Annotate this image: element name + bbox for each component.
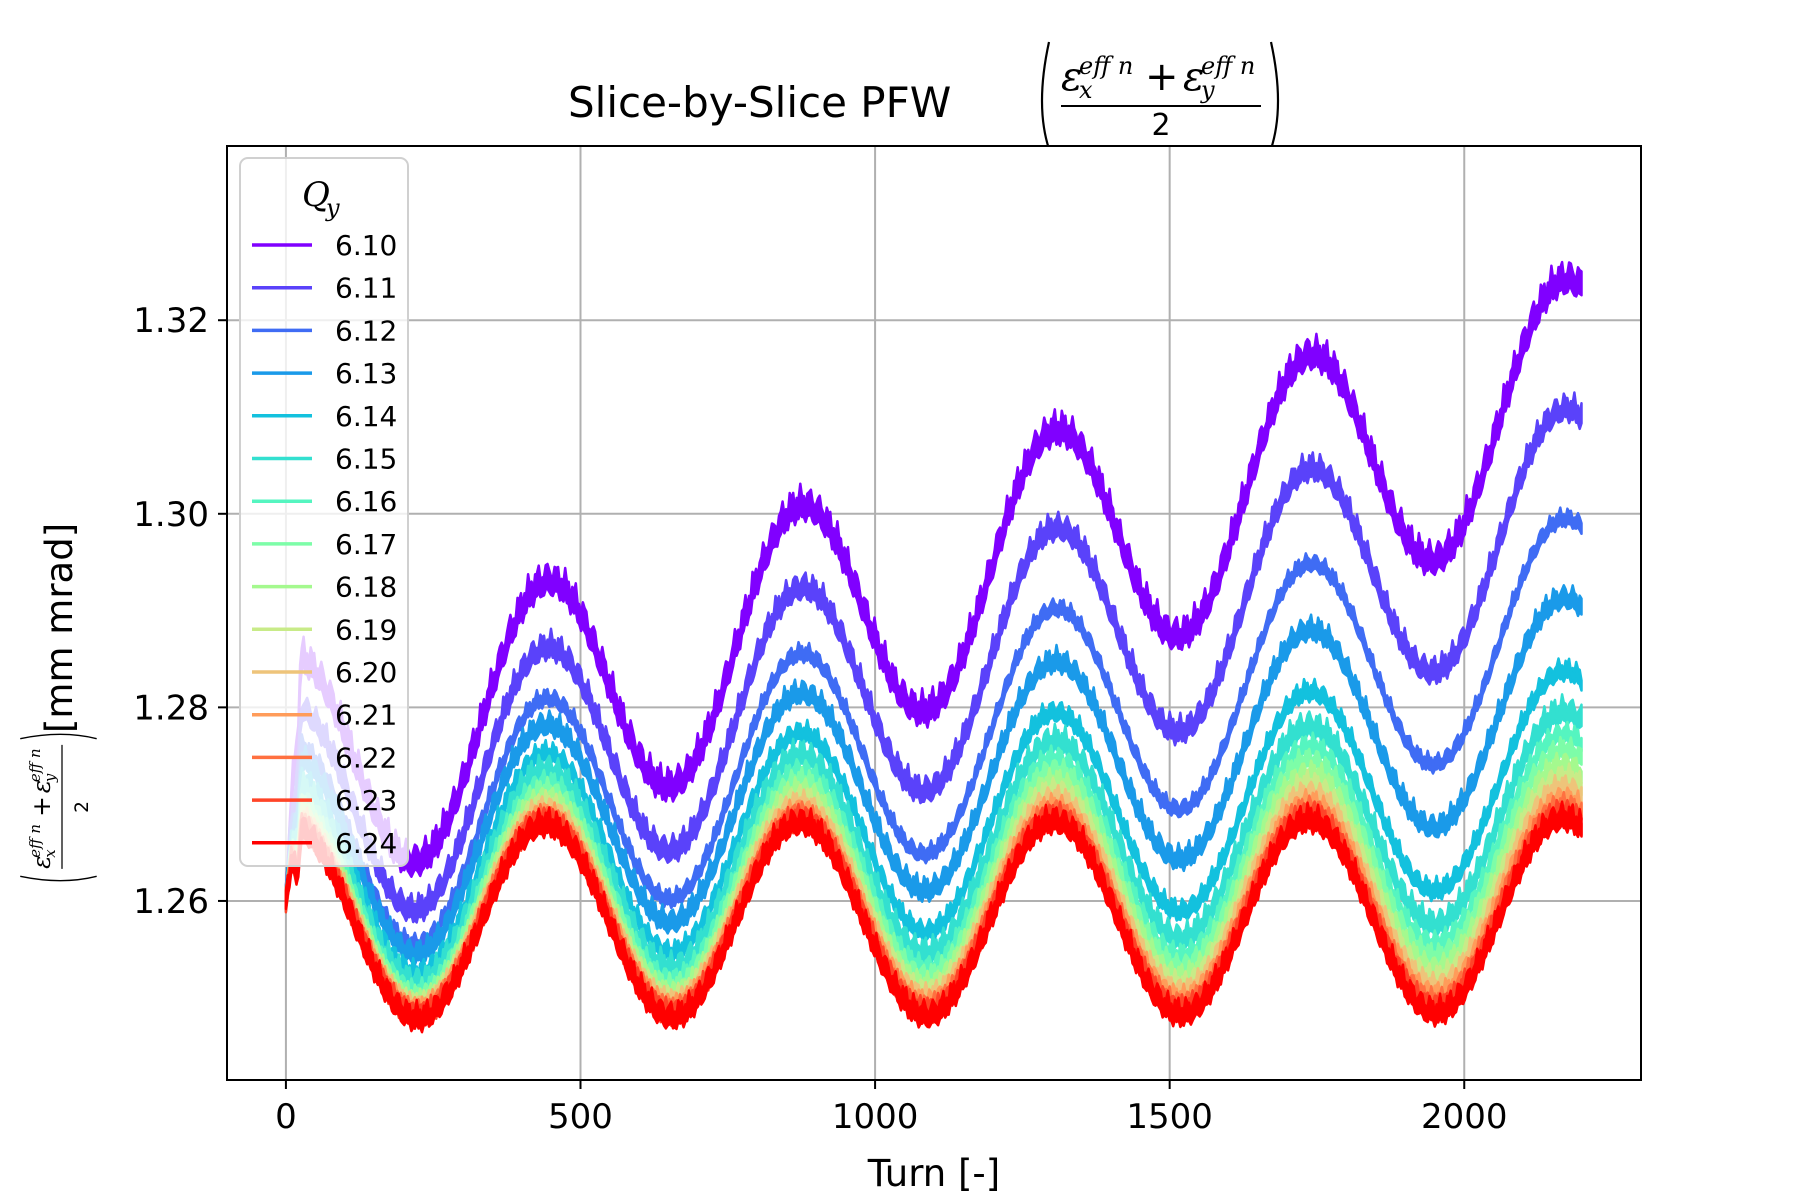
legend-item: 6.21 <box>252 699 397 732</box>
legend-item: 6.10 <box>252 229 397 262</box>
plus-sign: + <box>27 796 56 817</box>
legend-label: 6.12 <box>335 314 397 347</box>
sup-y: eff n <box>26 748 44 782</box>
epsilon-y: ε <box>1183 54 1204 100</box>
right-paren <box>20 733 97 740</box>
legend-box <box>239 157 409 867</box>
plot-frame <box>226 145 1642 1081</box>
x-tick-label: 0 <box>275 1097 297 1137</box>
x-tick-label: 2000 <box>1421 1097 1508 1137</box>
title-text: Slice-by-Slice PFW <box>568 78 951 127</box>
legend-label: 6.13 <box>335 357 397 390</box>
sub-x: x <box>41 849 59 858</box>
denominator: 2 <box>1151 108 1170 143</box>
x-axis-label: Turn [-] <box>867 1152 1000 1195</box>
legend: Qy 6.10 6.11 6.12 6.13 6.14 6.15 6.16 6.17 6.18 6.… <box>239 157 409 867</box>
legend-item: 6.20 <box>252 656 397 689</box>
y-tick-label: 1.32 <box>133 301 209 341</box>
legend-item: 6.14 <box>252 400 397 433</box>
sup-x: eff n <box>26 824 44 858</box>
legend-item: 6.11 <box>252 272 397 305</box>
series-layer <box>284 260 1583 1034</box>
series-6-12 <box>284 506 1583 954</box>
legend-title-sub: y <box>325 194 340 222</box>
series-6-11 <box>284 391 1583 924</box>
legend-label: 6.24 <box>335 827 397 860</box>
sup-x: eff n <box>1079 52 1133 80</box>
sub-y: y <box>1200 76 1215 104</box>
denominator: 2 <box>72 801 93 813</box>
y-tick-label: 1.26 <box>133 882 209 922</box>
epsilon-x: ε <box>27 856 56 869</box>
legend-label: 6.19 <box>335 613 397 646</box>
sub-x: x <box>1079 76 1093 104</box>
legend-item: 6.23 <box>252 784 397 817</box>
legend-item: 6.22 <box>252 741 397 774</box>
legend-item: 6.16 <box>252 485 397 518</box>
x-axis: 0 500 1000 1500 2000 <box>275 1080 1508 1137</box>
y-axis-unit: [mm mrad] <box>38 523 81 733</box>
sub-y: y <box>41 773 59 783</box>
legend-label: 6.10 <box>335 229 397 262</box>
epsilon-x: ε <box>1061 54 1082 100</box>
left-paren <box>1040 41 1051 150</box>
plus-sign: + <box>1145 54 1179 100</box>
series-6-10 <box>284 260 1583 911</box>
legend-label: 6.15 <box>335 443 397 476</box>
series-6-24 <box>284 800 1583 1034</box>
legend-item: 6.18 <box>252 571 397 604</box>
legend-label: 6.14 <box>335 400 397 433</box>
series-6-13 <box>284 584 1583 966</box>
legend-title: Q <box>302 175 330 215</box>
legend-label: 6.22 <box>335 741 397 774</box>
legend-item: 6.24 <box>252 827 397 860</box>
x-tick-label: 500 <box>548 1097 613 1137</box>
legend-item: 6.12 <box>252 314 397 347</box>
legend-item: 6.19 <box>252 613 397 646</box>
legend-label: 6.17 <box>335 528 397 561</box>
right-paren <box>1269 41 1280 150</box>
legend-label: 6.11 <box>335 272 397 305</box>
y-tick-label: 1.30 <box>133 495 209 535</box>
x-tick-label: 1500 <box>1126 1097 1213 1137</box>
y-tick-label: 1.28 <box>133 688 209 728</box>
legend-label: 6.20 <box>335 656 397 689</box>
legend-item: 6.15 <box>252 443 397 476</box>
x-tick-label: 1000 <box>832 1097 919 1137</box>
legend-label: 6.18 <box>335 571 397 604</box>
legend-label: 6.23 <box>335 784 397 817</box>
legend-item: 6.17 <box>252 528 397 561</box>
legend-label: 6.21 <box>335 699 397 732</box>
epsilon-y: ε <box>27 780 56 793</box>
y-axis: 1.26 1.28 1.30 1.32 <box>133 301 227 922</box>
legend-item: 6.13 <box>252 357 397 390</box>
sup-y: eff n <box>1201 52 1255 80</box>
left-paren <box>20 875 97 882</box>
legend-label: 6.16 <box>335 485 397 518</box>
